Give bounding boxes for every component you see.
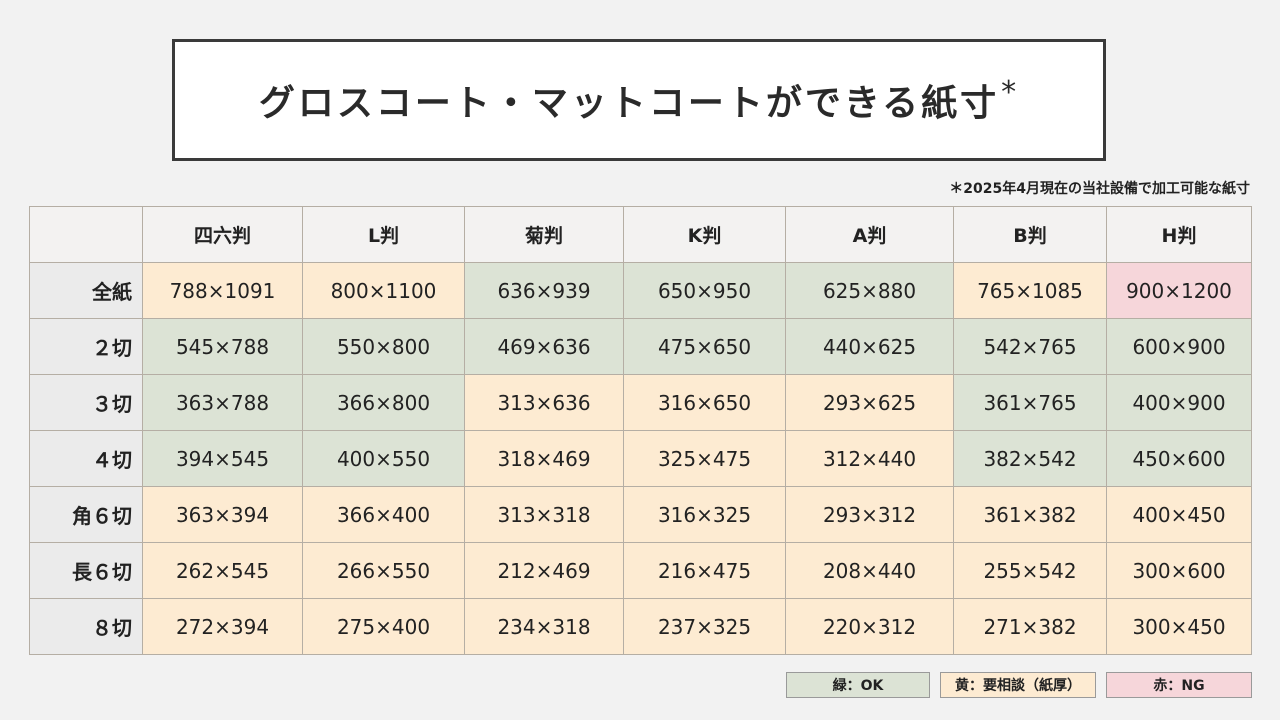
size-cell: 316×650 <box>623 374 786 431</box>
size-cell: 313×636 <box>464 374 624 431</box>
size-cell: 366×400 <box>302 486 465 543</box>
size-cell: 382×542 <box>953 430 1107 487</box>
size-cell: 363×788 <box>142 374 303 431</box>
size-cell: 650×950 <box>623 262 786 319</box>
title-box: グロスコート・マットコートができる紙寸* <box>172 39 1106 161</box>
size-cell: 325×475 <box>623 430 786 487</box>
size-cell: 293×312 <box>785 486 954 543</box>
column-header: B判 <box>953 206 1107 263</box>
size-cell: 550×800 <box>302 318 465 375</box>
size-cell: 234×318 <box>464 598 624 655</box>
size-cell: 361×382 <box>953 486 1107 543</box>
size-cell: 313×318 <box>464 486 624 543</box>
column-header: H判 <box>1106 206 1252 263</box>
size-cell: 275×400 <box>302 598 465 655</box>
table-row: 長６切 262×545 266×550 212×469 216×475 208×440 25… <box>29 542 1252 599</box>
row-header: ４切 <box>29 430 143 487</box>
size-cell: 625×880 <box>785 262 954 319</box>
size-cell: 271×382 <box>953 598 1107 655</box>
column-header: K判 <box>623 206 786 263</box>
row-header: ８切 <box>29 598 143 655</box>
size-cell: 262×545 <box>142 542 303 599</box>
table-row: 角６切 363×394 366×400 313×318 316×325 293×312 36… <box>29 486 1252 543</box>
size-cell: 212×469 <box>464 542 624 599</box>
size-cell: 255×542 <box>953 542 1107 599</box>
row-header: 全紙 <box>29 262 143 319</box>
size-cell: 394×545 <box>142 430 303 487</box>
size-cell: 542×765 <box>953 318 1107 375</box>
size-cell: 220×312 <box>785 598 954 655</box>
size-cell: 400×450 <box>1106 486 1252 543</box>
size-cell: 400×550 <box>302 430 465 487</box>
header-row: 四六判 L判 菊判 K判 A判 B判 H判 <box>29 206 1252 263</box>
size-cell: 293×625 <box>785 374 954 431</box>
table-row: ２切 545×788 550×800 469×636 475×650 440×625 542… <box>29 318 1252 375</box>
table-row: ３切 363×788 366×800 313×636 316×650 293×625 361… <box>29 374 1252 431</box>
footnote: ＊2025年4月現在の当社設備で加工可能な紙寸 <box>949 181 1250 197</box>
column-header: L判 <box>302 206 465 263</box>
title-asterisk: * <box>1001 75 1020 110</box>
size-cell: 363×394 <box>142 486 303 543</box>
size-cell: 400×900 <box>1106 374 1252 431</box>
size-cell: 266×550 <box>302 542 465 599</box>
size-cell: 765×1085 <box>953 262 1107 319</box>
size-cell: 361×765 <box>953 374 1107 431</box>
size-cell: 440×625 <box>785 318 954 375</box>
size-cell: 900×1200 <box>1106 262 1252 319</box>
size-cell: 475×650 <box>623 318 786 375</box>
page-title: グロスコート・マットコートができる紙寸* <box>259 74 1019 126</box>
legend-ok-label: 緑：OK <box>832 678 884 694</box>
size-cell: 450×600 <box>1106 430 1252 487</box>
size-cell: 300×600 <box>1106 542 1252 599</box>
size-cell: 312×440 <box>785 430 954 487</box>
page-title-text: グロスコート・マットコートができる紙寸 <box>258 83 1000 124</box>
row-header: 角６切 <box>29 486 143 543</box>
legend-ng: 赤：NG <box>1106 672 1252 698</box>
size-cell: 469×636 <box>464 318 624 375</box>
legend-ng-label: 赤：NG <box>1153 678 1205 694</box>
size-cell: 366×800 <box>302 374 465 431</box>
size-cell: 208×440 <box>785 542 954 599</box>
row-header: ３切 <box>29 374 143 431</box>
size-cell: 237×325 <box>623 598 786 655</box>
row-header: 長６切 <box>29 542 143 599</box>
size-cell: 216×475 <box>623 542 786 599</box>
legend-ok: 緑：OK <box>786 672 930 698</box>
size-cell: 636×939 <box>464 262 624 319</box>
size-cell: 800×1100 <box>302 262 465 319</box>
size-cell: 316×325 <box>623 486 786 543</box>
corner-cell <box>29 206 143 263</box>
size-cell: 300×450 <box>1106 598 1252 655</box>
size-cell: 318×469 <box>464 430 624 487</box>
table-row: ４切 394×545 400×550 318×469 325×475 312×440 382… <box>29 430 1252 487</box>
legend-ask-label: 黄：要相談（紙厚） <box>955 678 1081 694</box>
column-header: 菊判 <box>464 206 624 263</box>
column-header: 四六判 <box>142 206 303 263</box>
size-cell: 788×1091 <box>142 262 303 319</box>
table-row: 全紙 788×1091 800×1100 636×939 650×950 625×880 7… <box>29 262 1252 319</box>
column-header: A判 <box>785 206 954 263</box>
table-row: ８切 272×394 275×400 234×318 237×325 220×312 271… <box>29 598 1252 655</box>
paper-size-table: 四六判 L判 菊判 K判 A判 B判 H判 全紙 788×1091 800×1100… <box>29 206 1252 655</box>
row-header: ２切 <box>29 318 143 375</box>
size-cell: 545×788 <box>142 318 303 375</box>
size-cell: 272×394 <box>142 598 303 655</box>
size-cell: 600×900 <box>1106 318 1252 375</box>
legend-ask: 黄：要相談（紙厚） <box>940 672 1096 698</box>
